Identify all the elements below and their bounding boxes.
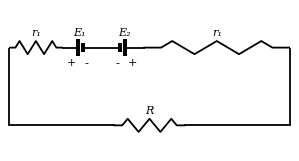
Text: +: + [127,58,137,68]
Text: -: - [84,58,88,68]
Text: r₁: r₁ [212,28,222,38]
Text: +: + [66,58,76,68]
Text: R: R [145,106,154,116]
Text: r₁: r₁ [31,28,41,38]
Text: -: - [115,58,119,68]
Text: E₁: E₁ [73,28,86,38]
Text: E₂: E₂ [118,28,130,38]
